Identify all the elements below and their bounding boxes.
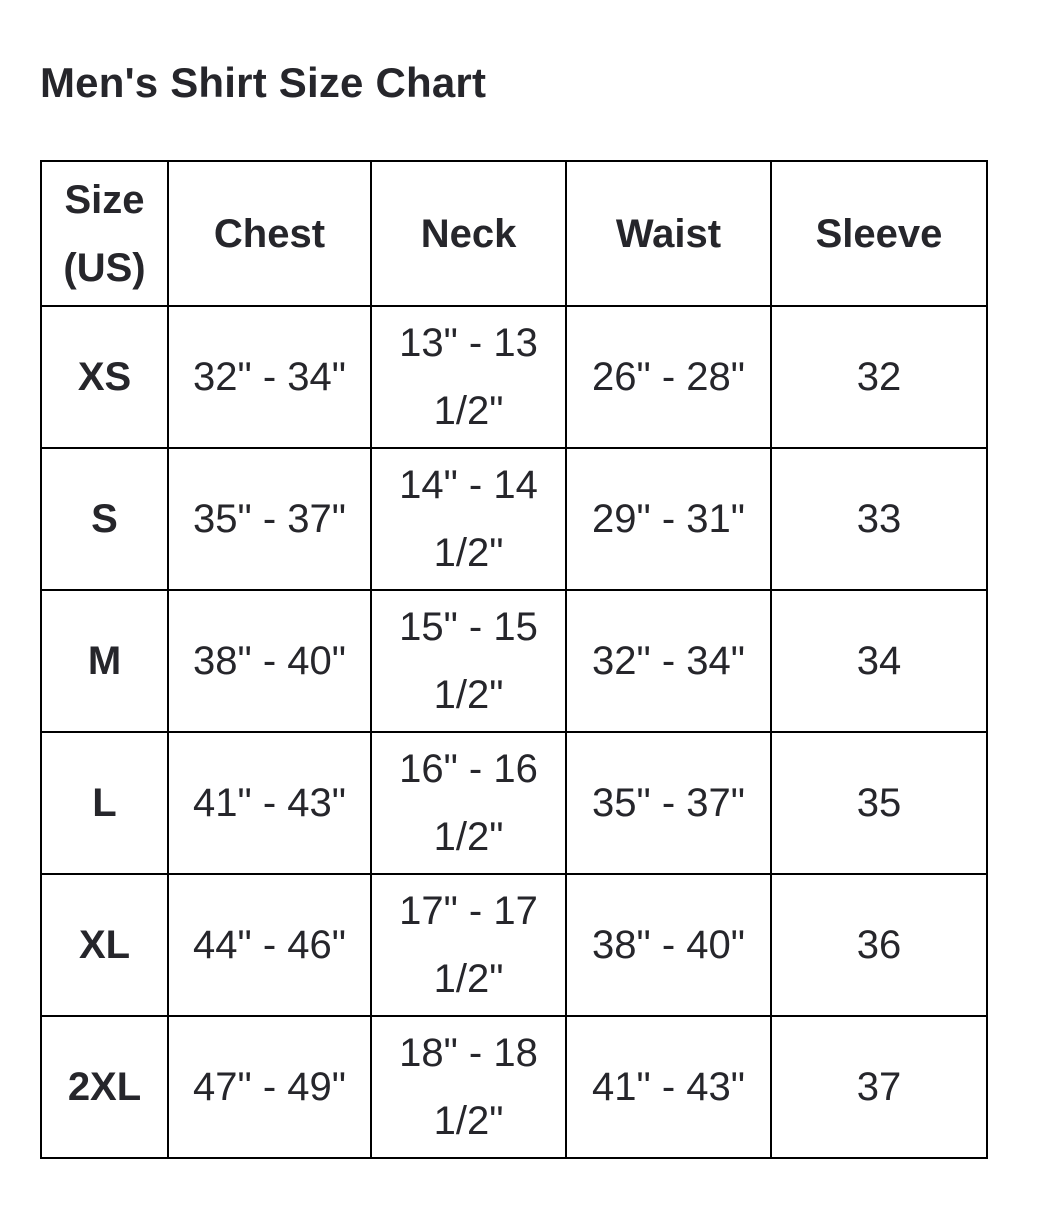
neck-cell: 18" - 18 1/2" [370, 1015, 567, 1159]
neck-cell: 16" - 16 1/2" [370, 731, 567, 875]
sleeve-cell: 36 [770, 873, 988, 1017]
size-chart-table: Size (US) Chest Neck Waist Sleeve XS 32"… [40, 160, 988, 1159]
chest-cell: 44" - 46" [167, 873, 372, 1017]
chest-cell: 41" - 43" [167, 731, 372, 875]
size-cell: XS [40, 305, 169, 449]
neck-cell: 13" - 13 1/2" [370, 305, 567, 449]
chest-cell: 35" - 37" [167, 447, 372, 591]
table-row-xs: XS 32" - 34" 13" - 13 1/2" 26" - 28" 32 [40, 305, 988, 449]
waist-cell: 29" - 31" [565, 447, 772, 591]
chest-cell: 32" - 34" [167, 305, 372, 449]
sleeve-cell: 37 [770, 1015, 988, 1159]
page-title: Men's Shirt Size Chart [40, 59, 487, 106]
waist-cell: 26" - 28" [565, 305, 772, 449]
size-cell: 2XL [40, 1015, 169, 1159]
sleeve-cell: 35 [770, 731, 988, 875]
column-header-size: Size (US) [40, 160, 169, 307]
header-row: Size (US) Chest Neck Waist Sleeve [40, 160, 988, 307]
neck-cell: 14" - 14 1/2" [370, 447, 567, 591]
size-cell: XL [40, 873, 169, 1017]
waist-cell: 32" - 34" [565, 589, 772, 733]
sleeve-cell: 32 [770, 305, 988, 449]
column-header-chest: Chest [167, 160, 372, 307]
column-header-sleeve: Sleeve [770, 160, 988, 307]
waist-cell: 35" - 37" [565, 731, 772, 875]
sleeve-cell: 34 [770, 589, 988, 733]
waist-cell: 38" - 40" [565, 873, 772, 1017]
chest-cell: 38" - 40" [167, 589, 372, 733]
table-row-s: S 35" - 37" 14" - 14 1/2" 29" - 31" 33 [40, 447, 988, 591]
table-row-xl: XL 44" - 46" 17" - 17 1/2" 38" - 40" 36 [40, 873, 988, 1017]
size-cell: L [40, 731, 169, 875]
table-row-2xl: 2XL 47" - 49" 18" - 18 1/2" 41" - 43" 37 [40, 1015, 988, 1159]
size-cell: S [40, 447, 169, 591]
neck-cell: 15" - 15 1/2" [370, 589, 567, 733]
table-row-m: M 38" - 40" 15" - 15 1/2" 32" - 34" 34 [40, 589, 988, 733]
neck-cell: 17" - 17 1/2" [370, 873, 567, 1017]
column-header-waist: Waist [565, 160, 772, 307]
size-cell: M [40, 589, 169, 733]
column-header-neck: Neck [370, 160, 567, 307]
chest-cell: 47" - 49" [167, 1015, 372, 1159]
sleeve-cell: 33 [770, 447, 988, 591]
waist-cell: 41" - 43" [565, 1015, 772, 1159]
page: Men's Shirt Size Chart Size (US) Chest N… [0, 58, 1039, 1159]
table-row-l: L 41" - 43" 16" - 16 1/2" 35" - 37" 35 [40, 731, 988, 875]
